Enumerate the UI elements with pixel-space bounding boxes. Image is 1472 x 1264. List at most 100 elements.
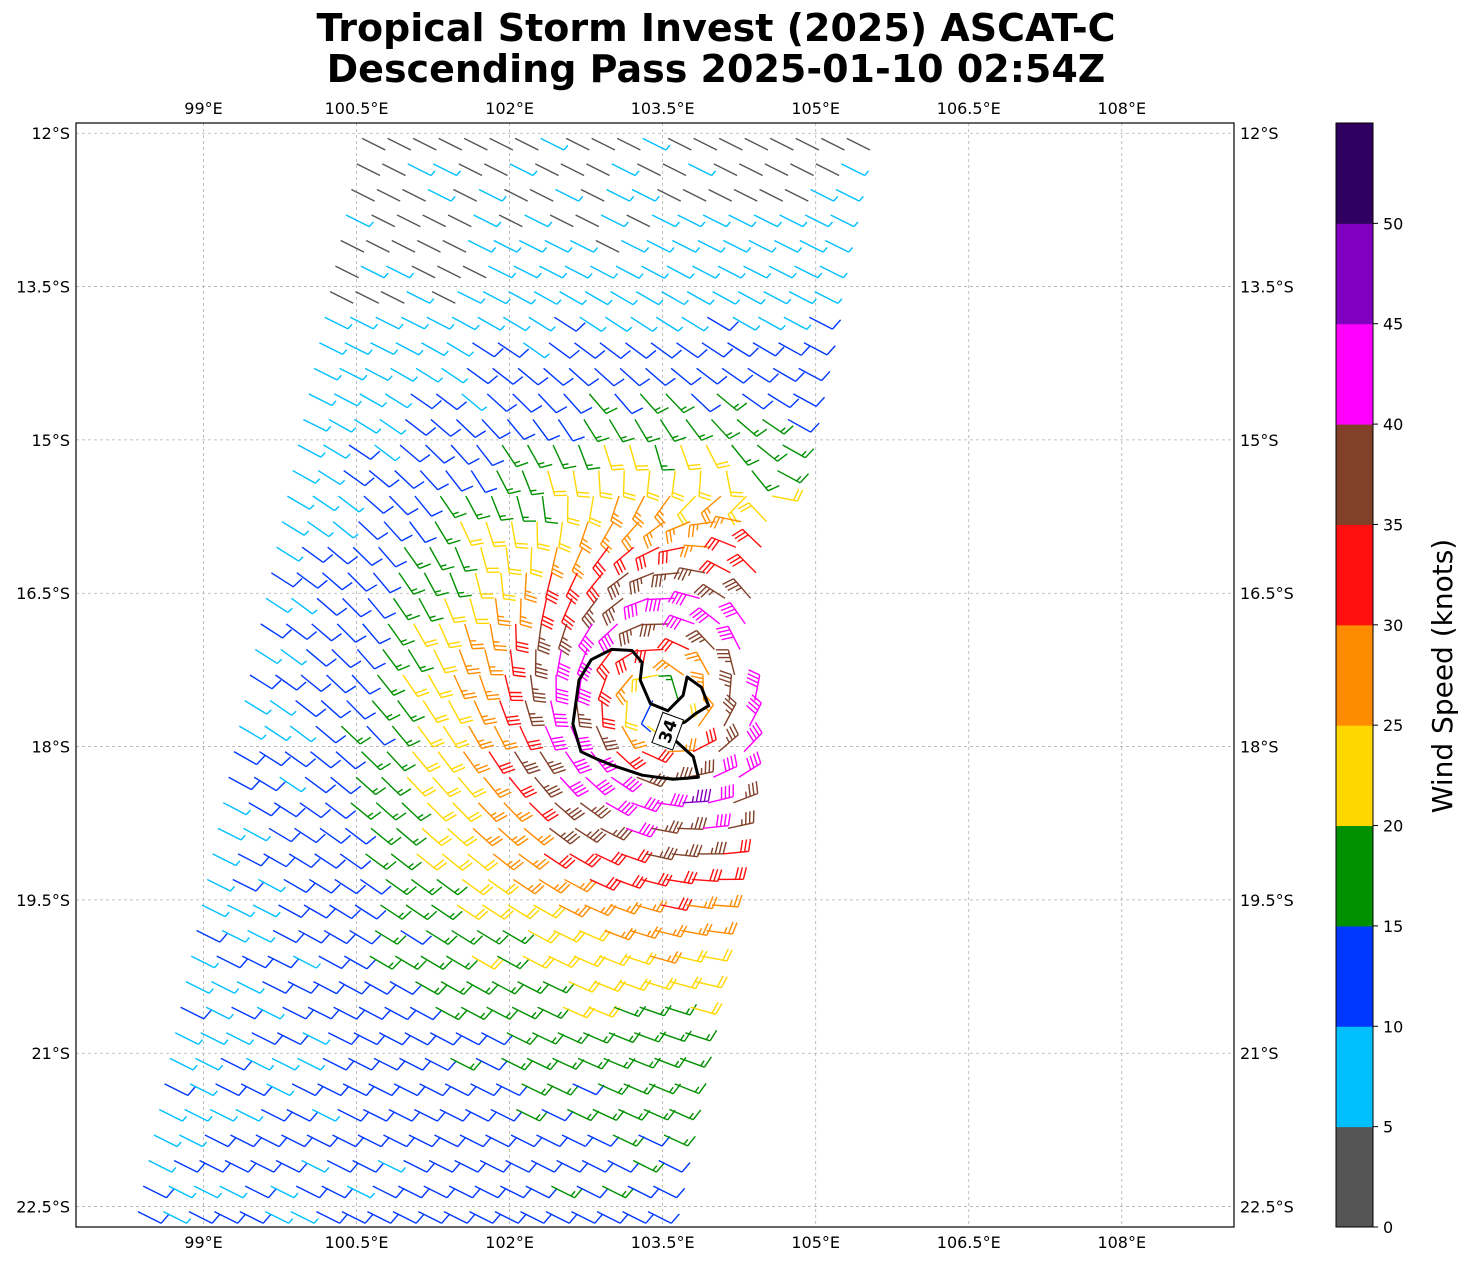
barb-half-flag (286, 735, 292, 742)
barb-half-flag (333, 505, 340, 512)
barb-flag (395, 560, 408, 568)
wind-barb (423, 1185, 456, 1199)
barb-flag (514, 835, 526, 844)
barb-half-flag (578, 713, 585, 716)
wind-barb (756, 444, 788, 462)
barb-flag (290, 957, 300, 969)
barb-staff (548, 342, 571, 359)
barb-flag (462, 692, 476, 696)
wind-barb (799, 239, 828, 253)
barb-staff (696, 367, 718, 385)
barb-flag (299, 1034, 310, 1045)
barb-flag (496, 814, 508, 823)
barb-staff (458, 649, 470, 675)
barb-flag (336, 983, 346, 995)
barb-flag (282, 629, 293, 639)
wind-barb (727, 810, 755, 830)
barb-flag (497, 1187, 507, 1199)
barb-staff (529, 188, 554, 202)
wind-barb (430, 418, 462, 437)
barb-staff (461, 393, 483, 412)
barb-flag (512, 376, 524, 385)
barb-flag (520, 785, 533, 792)
barb-flag (678, 1057, 687, 1068)
barb-staff (564, 751, 581, 774)
barb-flag (632, 759, 644, 768)
barb-flag (580, 406, 593, 414)
wind-barb (397, 1185, 431, 1199)
barb-staff (715, 515, 742, 523)
barb-flag (650, 1187, 660, 1199)
wind-barb (751, 470, 780, 492)
barb-flag (492, 541, 506, 544)
wind-barb (542, 981, 575, 994)
barb-staff (533, 291, 558, 305)
wind-barb (438, 137, 463, 151)
wind-barb (513, 751, 541, 775)
barb-flag (726, 728, 733, 741)
barb-flag (558, 647, 570, 656)
barb-staff (650, 955, 676, 964)
barb-flag (729, 321, 739, 331)
barb-flag (424, 638, 437, 644)
wind-barb (238, 725, 267, 740)
barb-staff (289, 725, 312, 743)
wind-barb (407, 649, 434, 673)
barb-flag (318, 1187, 329, 1199)
wind-barb (217, 827, 246, 841)
wind-barb (211, 981, 240, 994)
wind-barb (463, 137, 488, 151)
barb-staff (311, 1108, 336, 1122)
barb-staff (546, 1083, 571, 1096)
barb-staff (515, 623, 518, 650)
wind-barb (401, 802, 432, 822)
wind-barb (679, 444, 702, 471)
barb-staff (419, 1083, 444, 1097)
wind-barb (545, 572, 559, 605)
barb-staff (553, 929, 578, 943)
wind-barb (326, 674, 357, 694)
wind-barb (454, 546, 478, 572)
wind-barb (251, 1032, 284, 1046)
wind-barb (380, 904, 412, 920)
barb-half-flag (634, 1009, 639, 1016)
barb-flag (659, 901, 668, 913)
barb-flag (579, 688, 592, 695)
barb-staff (381, 776, 401, 796)
barb-staff (569, 853, 593, 868)
barb-flag (401, 910, 412, 920)
barb-staff (632, 674, 659, 681)
wind-barb (196, 929, 229, 943)
barb-flag (576, 932, 586, 943)
colorbar-bin (1336, 123, 1373, 224)
barb-half-flag (358, 507, 365, 513)
wind-barb (378, 546, 408, 568)
barb-staff (366, 725, 386, 746)
wind-barb (454, 1159, 487, 1173)
barb-half-flag (652, 624, 656, 631)
barb-flag (470, 814, 483, 822)
wind-barb (222, 802, 251, 816)
barb-staff (619, 981, 645, 992)
barb-staff (423, 1185, 448, 1199)
wind-barb (492, 853, 524, 871)
wind-barb (370, 827, 402, 846)
barb-staff (415, 981, 439, 996)
barb-staff (788, 291, 813, 305)
barb-half-flag (496, 221, 502, 228)
barb-staff (712, 291, 736, 305)
wind-barb (250, 1159, 283, 1173)
wind-barb (235, 1108, 264, 1122)
barb-staff (467, 239, 492, 253)
barb-flag (602, 725, 616, 730)
barb-flag (690, 671, 703, 676)
barb-flag (671, 592, 680, 604)
barb-flag (587, 467, 601, 470)
barb-staff (418, 1211, 443, 1224)
barb-flag (655, 661, 667, 671)
wind-barb (480, 1032, 514, 1046)
barb-staff (523, 827, 545, 846)
barb-flag (622, 437, 635, 443)
barb-flag (601, 663, 610, 674)
wind-barb (295, 1185, 329, 1199)
